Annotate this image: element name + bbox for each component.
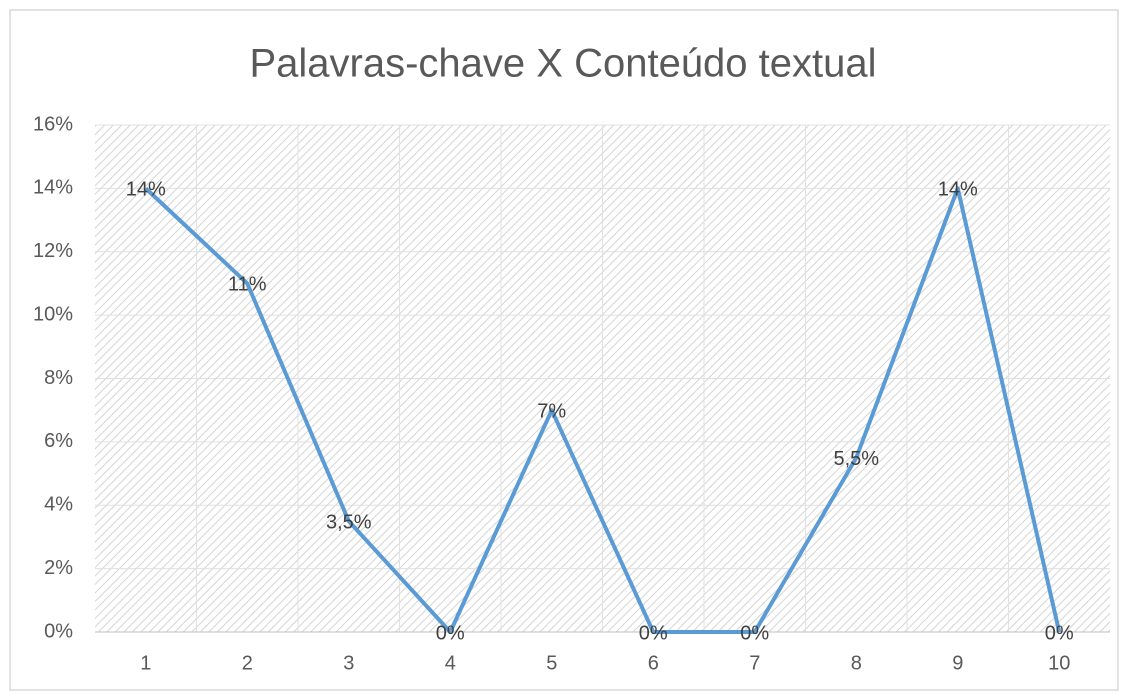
y-tick-label: 16%	[33, 113, 73, 135]
line	[144, 186, 1062, 634]
x-tick-label: 6	[648, 652, 659, 674]
y-tick-label: 4%	[44, 494, 73, 516]
data-label: 0%	[1045, 622, 1074, 644]
data-label: 0%	[436, 622, 465, 644]
x-tick-label: 9	[952, 652, 963, 674]
x-tick-label: 10	[1048, 652, 1070, 674]
y-tick-label: 2%	[44, 557, 73, 579]
data-label: 7%	[537, 400, 566, 422]
y-tick-label: 10%	[33, 303, 73, 325]
x-tick-label: 3	[343, 652, 354, 674]
data-label: 14%	[126, 179, 166, 201]
data-label: 0%	[740, 622, 769, 644]
y-tick-label: 8%	[44, 367, 73, 389]
data-label: 14%	[938, 179, 978, 201]
x-tick-label: 4	[445, 652, 456, 674]
x-tick-label: 8	[851, 652, 862, 674]
x-tick-label: 1	[140, 652, 151, 674]
y-tick-label: 12%	[33, 240, 73, 262]
data-label: 11%	[228, 274, 267, 296]
x-tick-label: 2	[242, 652, 253, 674]
x-tick-label: 5	[546, 652, 557, 674]
x-tick-label: 7	[749, 652, 760, 674]
data-label: 0%	[639, 622, 668, 644]
y-tick-label: 14%	[33, 177, 73, 199]
data-label: 5,5%	[833, 448, 879, 470]
y-tick-label: 6%	[44, 430, 73, 452]
data-label: 3,5%	[326, 511, 372, 533]
y-tick-label: 0%	[44, 620, 73, 642]
chart-title: Palavras-chave X Conteúdo textual	[249, 42, 876, 86]
